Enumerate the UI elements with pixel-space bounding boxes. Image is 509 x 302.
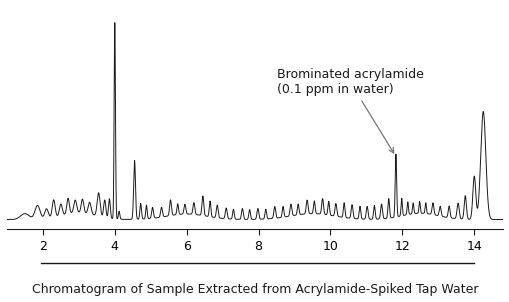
Text: Chromatogram of Sample Extracted from Acrylamide-Spiked Tap Water: Chromatogram of Sample Extracted from Ac… <box>32 283 477 296</box>
Text: Brominated acrylamide
(0.1 ppm in water): Brominated acrylamide (0.1 ppm in water) <box>276 68 422 153</box>
